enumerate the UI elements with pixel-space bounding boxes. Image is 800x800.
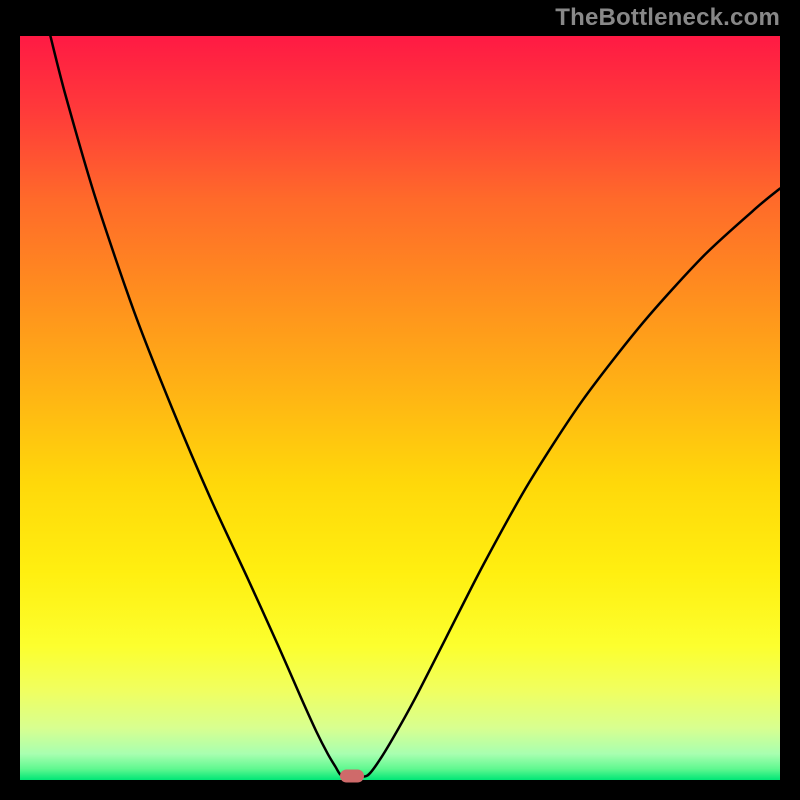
plot-area bbox=[20, 36, 780, 780]
minimum-marker bbox=[340, 770, 364, 783]
watermark-text: TheBottleneck.com bbox=[555, 4, 780, 32]
bottleneck-curve bbox=[50, 36, 780, 777]
curve-layer bbox=[20, 36, 780, 780]
chart-container: TheBottleneck.com bbox=[0, 0, 800, 800]
